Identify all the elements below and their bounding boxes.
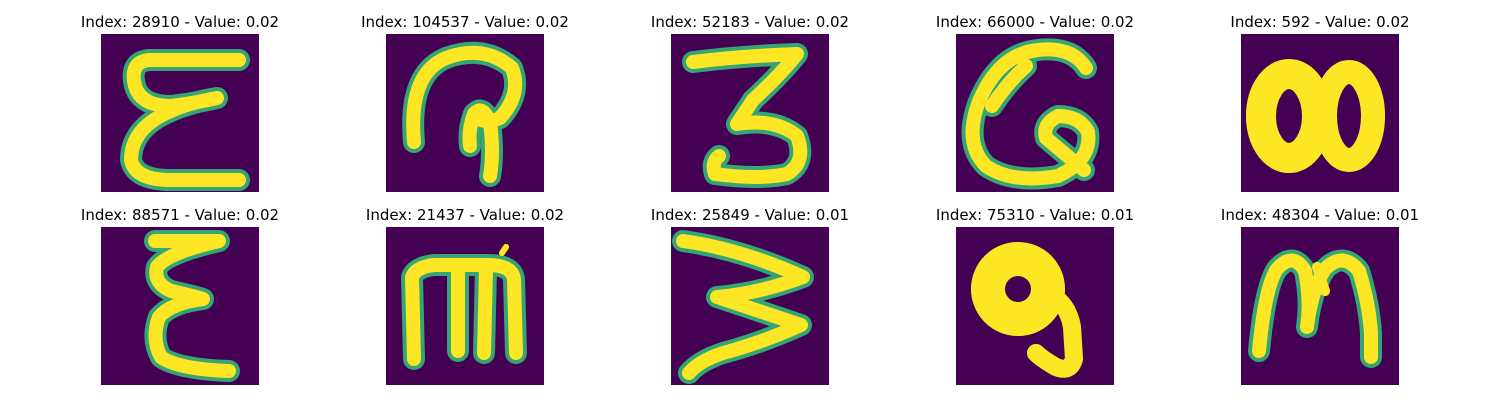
character-image — [671, 227, 829, 385]
character-image — [1241, 227, 1399, 385]
image-index: 66000 — [987, 13, 1035, 31]
image-index: 592 — [1281, 13, 1311, 31]
image-index: 21437 — [417, 206, 465, 224]
image-value: 0.02 — [245, 13, 280, 31]
character-image — [101, 227, 259, 385]
image-index: 88571 — [132, 206, 180, 224]
image-index: 25849 — [702, 206, 750, 224]
image-index: 28910 — [132, 13, 180, 31]
image-title: Index: 28910 - Value: 0.02 — [80, 13, 280, 31]
image-title: Index: 52183 - Value: 0.02 — [650, 13, 850, 31]
image-value: 0.02 — [535, 13, 569, 31]
image-title: Index: 75310 - Value: 0.01 — [935, 206, 1135, 224]
image-value: 0.02 — [1376, 13, 1410, 31]
character-image — [956, 227, 1114, 385]
image-title: Index: 21437 - Value: 0.02 — [365, 206, 565, 224]
image-value: 0.02 — [530, 206, 565, 224]
image-title: Index: 25849 - Value: 0.01 — [650, 206, 850, 224]
image-value: 0.02 — [815, 13, 850, 31]
image-value: 0.01 — [1385, 206, 1420, 224]
image-value: 0.01 — [815, 206, 850, 224]
image-value: 0.02 — [1100, 13, 1135, 31]
image-index: 52183 — [702, 13, 750, 31]
character-image — [956, 34, 1114, 192]
image-title: Index: 48304 - Value: 0.01 — [1220, 206, 1420, 224]
image-index: 75310 — [987, 206, 1035, 224]
character-image — [386, 34, 544, 192]
image-index: 104537 — [412, 13, 470, 31]
image-index: 48304 — [1272, 206, 1320, 224]
character-image — [671, 34, 829, 192]
image-title: Index: 88571 - Value: 0.02 — [80, 206, 280, 224]
character-image — [386, 227, 544, 385]
image-value: 0.01 — [1100, 206, 1135, 224]
character-image — [1241, 34, 1399, 192]
character-image — [101, 34, 259, 192]
image-title: Index: 104537 - Value: 0.02 — [361, 13, 569, 31]
image-title: Index: 592 - Value: 0.02 — [1230, 13, 1410, 31]
image-title: Index: 66000 - Value: 0.02 — [935, 13, 1135, 31]
image-value: 0.02 — [245, 206, 280, 224]
